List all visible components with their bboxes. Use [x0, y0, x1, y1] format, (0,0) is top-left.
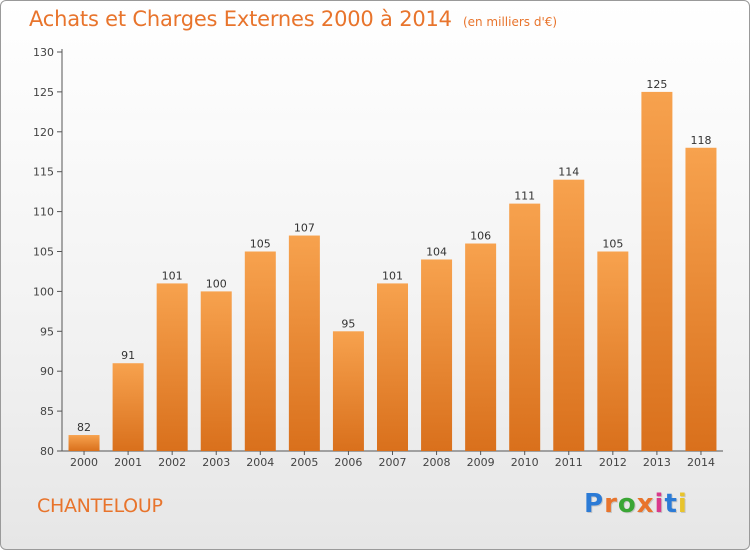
- x-tick-label: 2005: [290, 456, 318, 469]
- data-label: 100: [206, 277, 227, 290]
- bar: [288, 235, 320, 451]
- city-name: CHANTELOUP: [37, 495, 163, 517]
- data-label: 118: [690, 134, 711, 147]
- bar: [421, 259, 453, 451]
- y-tick-label: 110: [33, 206, 54, 219]
- data-label: 125: [646, 78, 667, 91]
- y-tick-label: 115: [33, 166, 54, 179]
- y-tick-label: 80: [40, 445, 54, 458]
- x-tick-label: 2003: [202, 456, 230, 469]
- data-label: 106: [470, 230, 491, 243]
- data-label: 101: [162, 269, 183, 282]
- y-tick-label: 90: [40, 365, 54, 378]
- bar: [553, 179, 585, 451]
- bar: [685, 147, 717, 451]
- bar: [68, 435, 100, 451]
- x-tick-label: 2013: [643, 456, 671, 469]
- data-label: 107: [294, 222, 315, 235]
- bar: [200, 291, 232, 451]
- x-tick-label: 2014: [687, 456, 715, 469]
- x-tick-label: 2010: [511, 456, 539, 469]
- bar: [641, 91, 673, 452]
- x-tick-label: 2002: [158, 456, 186, 469]
- data-label: 114: [558, 166, 579, 179]
- x-tick-label: 2001: [114, 456, 142, 469]
- y-tick-label: 130: [33, 46, 54, 59]
- data-label: 91: [121, 349, 135, 362]
- logo-letter: r: [604, 489, 618, 519]
- bar: [509, 203, 541, 451]
- x-tick-label: 2012: [599, 456, 627, 469]
- bar: [112, 363, 144, 451]
- y-tick-label: 95: [40, 325, 54, 338]
- data-label: 111: [514, 190, 535, 203]
- logo-letter: P: [584, 489, 605, 519]
- bar: [332, 331, 364, 451]
- x-tick-label: 2011: [555, 456, 583, 469]
- logo-letter: x: [636, 489, 655, 519]
- title-row: Achats et Charges Externes 2000 à 2014 (…: [29, 7, 557, 31]
- y-tick-label: 120: [33, 126, 54, 139]
- y-tick-label: 125: [33, 86, 54, 99]
- bar: [465, 243, 497, 451]
- logo-letter: i: [677, 489, 688, 519]
- bar: [597, 251, 629, 451]
- x-tick-label: 2000: [70, 456, 98, 469]
- data-label: 82: [77, 421, 91, 434]
- bar: [156, 283, 188, 451]
- proxiti-logo[interactable]: Proxiti: [584, 489, 688, 519]
- data-label: 104: [426, 245, 447, 258]
- x-tick-label: 2004: [246, 456, 274, 469]
- x-tick-label: 2009: [467, 456, 495, 469]
- y-tick-label: 100: [33, 285, 54, 298]
- chart-title: Achats et Charges Externes 2000 à 2014: [29, 7, 452, 31]
- data-label: 95: [341, 317, 355, 330]
- y-tick-label: 85: [40, 405, 54, 418]
- data-label: 105: [602, 238, 623, 251]
- logo-letter: o: [617, 489, 637, 519]
- chart-unit: (en milliers d'€): [462, 15, 558, 29]
- y-tick-label: 105: [33, 246, 54, 259]
- x-tick-label: 2008: [423, 456, 451, 469]
- logo-letter: t: [664, 489, 678, 519]
- bar: [244, 251, 276, 451]
- data-label: 101: [382, 269, 403, 282]
- x-tick-label: 2007: [379, 456, 407, 469]
- logo-letter: i: [654, 489, 665, 519]
- x-tick-label: 2006: [334, 456, 362, 469]
- bar: [377, 283, 408, 451]
- data-label: 105: [250, 238, 271, 251]
